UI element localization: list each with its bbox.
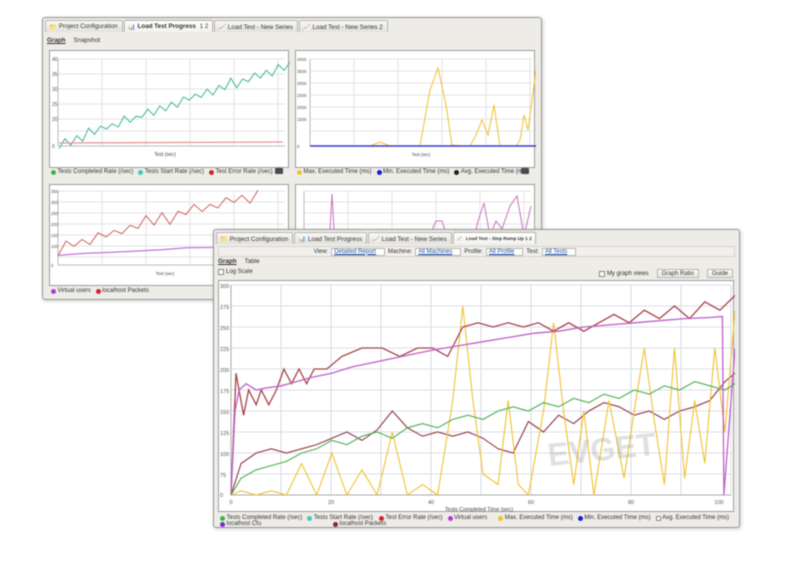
svg-text:40: 40 [428,500,434,506]
svg-text:25: 25 [52,102,58,108]
svg-text:20: 20 [52,117,58,123]
svg-text:0: 0 [52,144,55,150]
svg-text:Test (sec): Test (sec) [156,271,175,276]
svg-text:2500: 2500 [297,93,307,98]
svg-text:300: 300 [220,284,229,290]
svg-text:2000: 2000 [297,105,307,110]
svg-text:3000: 3000 [297,81,307,86]
svg-text:250: 250 [51,211,59,216]
svg-text:1500: 1500 [297,117,307,122]
svg-text:35: 35 [52,72,58,78]
svg-text:75: 75 [220,473,226,479]
svg-text:175: 175 [220,389,229,395]
svg-text:275: 275 [220,305,229,311]
svg-text:0: 0 [51,263,54,268]
svg-text:250: 250 [220,326,229,332]
svg-text:Test (sec): Test (sec) [412,152,431,157]
svg-text:200: 200 [51,222,59,227]
svg-text:100: 100 [220,452,229,458]
svg-text:225: 225 [220,347,229,353]
svg-text:100: 100 [51,244,59,249]
svg-text:60: 60 [528,500,534,506]
svg-text:350: 350 [51,189,59,194]
svg-text:0: 0 [220,493,223,499]
svg-text:100: 100 [714,500,723,506]
svg-text:150: 150 [220,410,229,416]
svg-text:3500: 3500 [297,69,307,74]
svg-text:200: 200 [220,368,229,374]
svg-text:Test (sec): Test (sec) [154,152,176,158]
svg-text:0: 0 [297,144,300,149]
svg-text:40: 40 [52,57,58,63]
svg-text:300: 300 [51,200,59,205]
svg-text:20: 20 [328,500,334,506]
svg-text:30: 30 [52,87,58,93]
svg-text:EVGET: EVGET [546,426,658,473]
svg-text:80: 80 [628,500,634,506]
svg-text:Tests Completed Time (sec): Tests Completed Time (sec) [445,507,513,513]
svg-text:0: 0 [229,500,232,506]
svg-text:125: 125 [220,431,229,437]
svg-text:150: 150 [51,233,59,238]
svg-text:4000: 4000 [297,57,307,62]
